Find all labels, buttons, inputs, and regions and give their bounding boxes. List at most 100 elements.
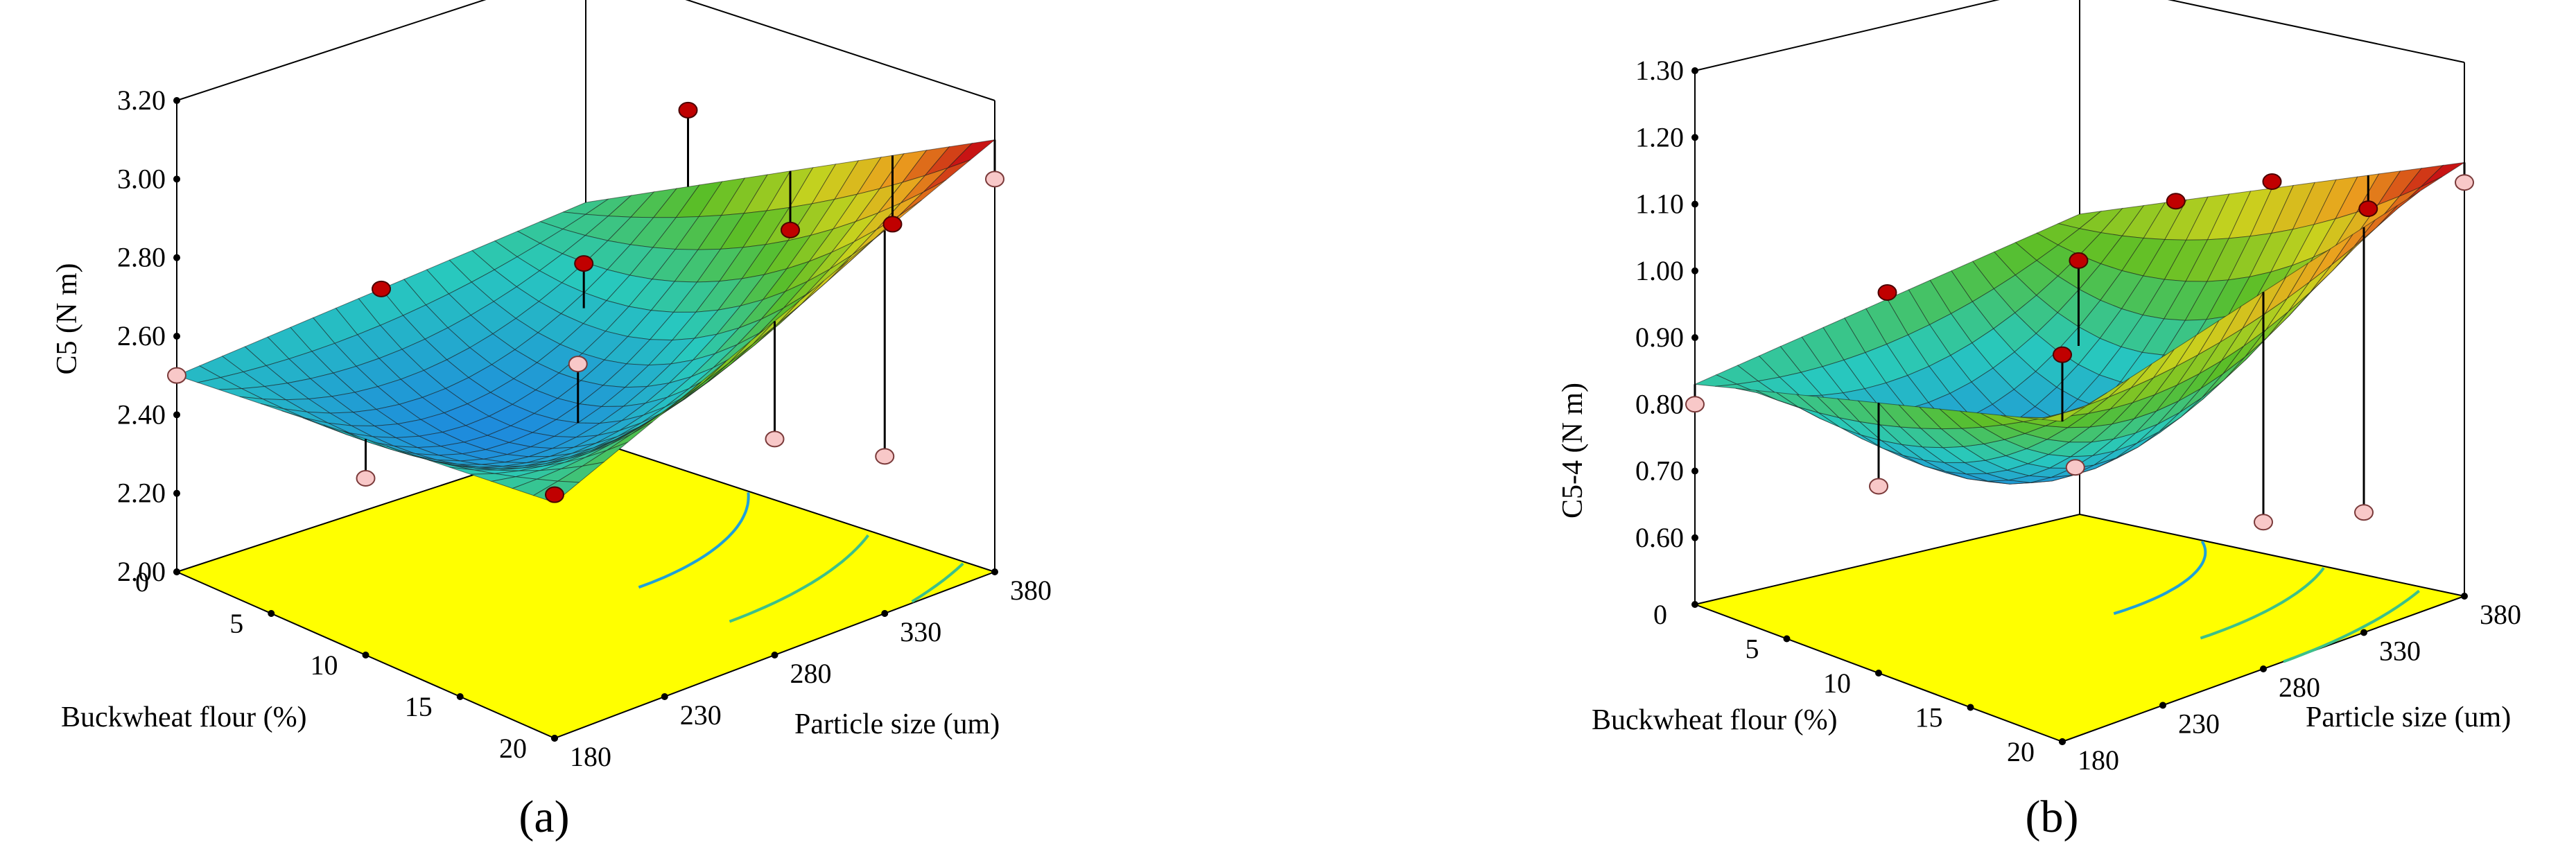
design-point (372, 280, 391, 297)
y-tick-mark (2059, 738, 2066, 745)
x-tick-mark (1875, 670, 1882, 677)
x-axis-label: Buckwheat flour (%) (1592, 704, 1838, 736)
design-point (2354, 504, 2374, 521)
y-axis: 180 230 280 330 380 (2059, 593, 2521, 776)
z-tick-label: 1.30 (1635, 55, 1684, 86)
design-point (2262, 173, 2282, 190)
x-tick-label: 0 (135, 566, 149, 598)
design-point (356, 470, 376, 487)
x-tick-label: 5 (1746, 634, 1759, 665)
contour-floor (1692, 513, 2467, 743)
x-tick-label: 15 (405, 691, 433, 722)
design-point (167, 367, 186, 384)
z-tick-mark (173, 175, 180, 183)
z-tick-label: 2.80 (117, 242, 166, 273)
design-point (1685, 396, 1705, 413)
design-point (574, 255, 594, 272)
z-tick-label: 0.80 (1635, 388, 1684, 419)
z-tick-mark (173, 333, 180, 340)
design-point (545, 486, 564, 503)
y-tick-label: 330 (900, 616, 941, 647)
z-tick-label: 1.20 (1635, 121, 1684, 152)
y-tick-label: 230 (2178, 708, 2220, 740)
design-point (882, 216, 903, 233)
z-tick-label: 2.40 (117, 399, 166, 430)
x-tick-mark (1967, 704, 1974, 711)
y-tick-mark (2159, 701, 2166, 709)
x-tick-mark (1691, 601, 1698, 608)
box-edge-top-right (685, 0, 995, 101)
y-tick-mark (551, 735, 558, 742)
z-tick-mark (173, 489, 180, 497)
z-tick-label: 2.60 (117, 320, 166, 351)
design-point (2358, 200, 2378, 218)
design-point (781, 221, 800, 238)
y-tick-mark (2461, 593, 2468, 600)
y-tick-mark (881, 610, 889, 617)
z-tick-mark (1691, 67, 1698, 74)
y-tick-label: 280 (2279, 672, 2320, 703)
panel-label-a: (a) (519, 792, 569, 842)
y-tick-mark (661, 693, 668, 700)
design-point (875, 448, 895, 465)
response-surface (175, 139, 996, 503)
y-axis-label: Particle size (um) (2306, 701, 2511, 733)
x-tick-label: 10 (311, 650, 338, 681)
z-axis-label: C5 (N m) (51, 263, 83, 375)
x-tick-mark (362, 652, 369, 659)
contour-line-2 (2200, 567, 2325, 640)
z-axis: 0.60 0.70 0.80 0.90 1.00 1.10 1.20 1.30 (1635, 55, 1698, 553)
y-tick-label: 330 (2379, 636, 2421, 667)
contour-line-3 (2283, 589, 2420, 663)
x-tick-label: 20 (2007, 736, 2035, 767)
y-axis: 180 230 280 330 380 (551, 568, 1052, 772)
design-point (2166, 193, 2186, 210)
y-tick-mark (2260, 665, 2267, 672)
x-tick-label: 10 (1823, 668, 1851, 699)
design-point (2065, 459, 2085, 476)
x-tick-label: 15 (1915, 702, 1943, 733)
design-point (678, 101, 698, 119)
box-edge-top-left (1694, 0, 2000, 71)
design-point (985, 171, 1004, 188)
y-tick-label: 380 (1010, 575, 1052, 606)
contour-line-2 (729, 534, 869, 623)
design-point (765, 430, 785, 448)
z-tick-label: 3.20 (117, 85, 166, 116)
box-edge-top-left (176, 0, 487, 101)
z-tick-mark (1691, 467, 1698, 475)
z-axis: 2.00 2.20 2.40 2.60 2.80 3.00 3.20 (117, 85, 180, 587)
surface-plot-a: 2.00 2.20 2.40 2.60 2.80 3.00 3.20 C5 (N m) 0 5 10… (51, 0, 1052, 772)
x-axis: 0 5 10 15 20 (1653, 599, 2066, 767)
y-tick-label: 280 (790, 658, 832, 689)
y-tick-label: 180 (2078, 744, 2119, 776)
design-point (2069, 252, 2089, 269)
z-tick-label: 2.00 (117, 556, 166, 587)
z-tick-mark (173, 254, 180, 261)
y-tick-mark (2360, 629, 2367, 636)
y-tick-mark (771, 652, 778, 659)
design-points (1685, 162, 2474, 531)
response-surface (1694, 162, 2465, 485)
box-edge-top-right (2167, 0, 2465, 63)
z-tick-mark (173, 411, 180, 419)
x-tick-label: 20 (499, 733, 527, 764)
design-point (2254, 514, 2273, 531)
x-tick-mark (1783, 635, 1791, 643)
panel-label-b: (b) (2026, 792, 2079, 842)
y-tick-label: 180 (570, 741, 611, 772)
design-point (1869, 478, 1888, 495)
y-tick-label: 380 (2480, 599, 2521, 630)
design-point (2053, 346, 2072, 363)
z-tick-label: 0.90 (1635, 322, 1684, 353)
z-tick-label: 1.00 (1635, 255, 1684, 286)
design-points (167, 101, 1004, 503)
contour-line-1 (638, 492, 750, 589)
z-tick-label: 1.10 (1635, 189, 1684, 220)
contour-line-3 (911, 562, 964, 603)
x-axis: 0 5 10 15 20 (135, 566, 558, 764)
x-tick-mark (456, 693, 464, 700)
y-tick-label: 230 (680, 699, 722, 731)
z-tick-mark (1691, 334, 1698, 341)
y-axis-label: Particle size (um) (794, 708, 1000, 740)
